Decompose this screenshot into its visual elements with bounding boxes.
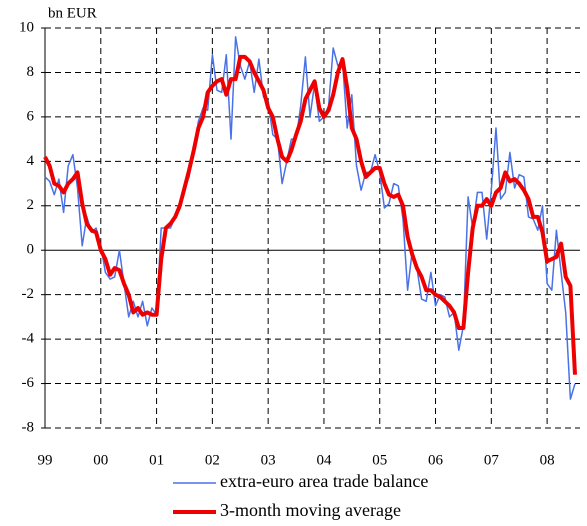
y-tick-label: -6	[22, 375, 35, 391]
y-tick-label: 6	[27, 108, 35, 124]
x-tick-label: 05	[372, 452, 387, 468]
legend-label: extra-euro area trade balance	[220, 471, 428, 491]
x-tick-label: 03	[261, 452, 276, 468]
series-line	[44, 36, 576, 400]
x-tick-label: 07	[484, 452, 500, 468]
y-tick-label: 4	[27, 153, 35, 169]
legend-label: 3-month moving average	[220, 500, 401, 520]
y-tick-label: 10	[19, 19, 34, 35]
y-tick-label: 0	[27, 242, 35, 258]
x-tick-label: 08	[540, 452, 555, 468]
y-axis-label: bn EUR	[48, 5, 97, 21]
y-tick-label: -4	[22, 331, 35, 347]
x-tick-label: 01	[149, 452, 164, 468]
x-tick-label: 02	[205, 452, 220, 468]
x-tick-label: 04	[316, 452, 332, 468]
series-line	[43, 54, 577, 375]
y-tick-label: -2	[22, 286, 35, 302]
y-tick-label: 8	[27, 64, 35, 80]
x-tick-label: 00	[93, 452, 108, 468]
x-tick-label: 06	[428, 452, 444, 468]
x-tick-label: 99	[38, 452, 53, 468]
y-tick-label: -8	[22, 419, 35, 435]
y-tick-label: 2	[27, 197, 35, 213]
